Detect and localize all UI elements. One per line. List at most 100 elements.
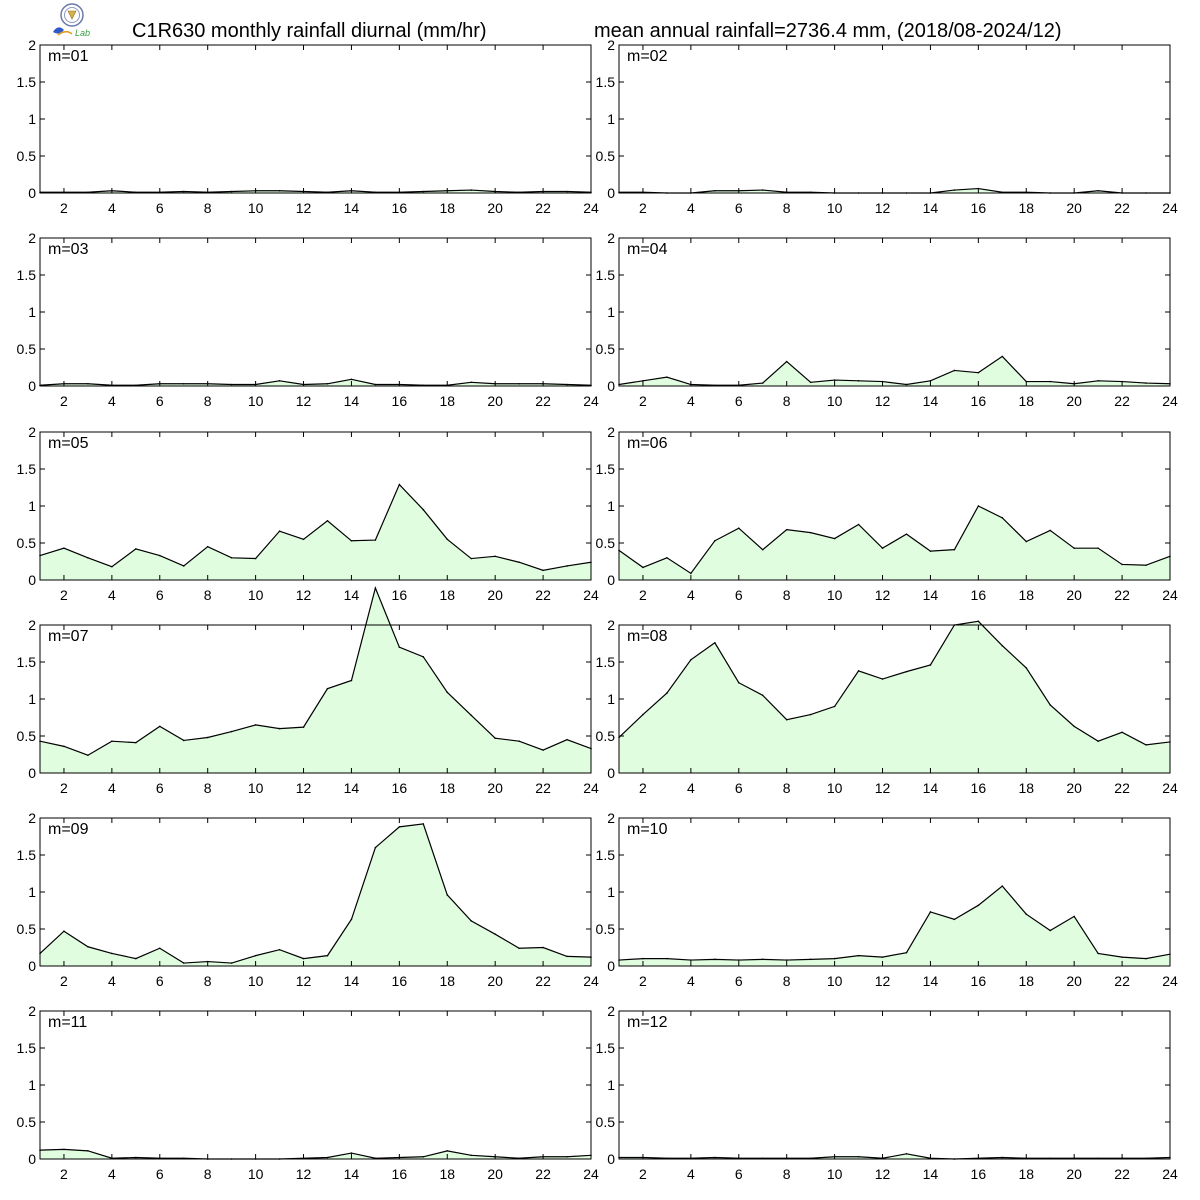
data-point xyxy=(590,561,592,564)
series-line-m=11 xyxy=(39,1148,592,1160)
y-tick-label: 2 xyxy=(607,810,615,826)
data-point xyxy=(111,740,113,742)
x-tick-label: 14 xyxy=(344,1166,360,1182)
x-tick-label: 14 xyxy=(923,200,939,216)
x-tick-label: 2 xyxy=(639,780,647,796)
x-tick-label: 4 xyxy=(108,973,116,989)
data-point xyxy=(666,1157,668,1160)
y-tick-label: 0.5 xyxy=(596,148,616,164)
data-point xyxy=(1001,644,1004,647)
series-line-m=09 xyxy=(39,823,592,964)
data-point xyxy=(1121,956,1123,958)
panel-m=12: 00.511.522 4 6 8 10 12 14 16 18 20 22 24m=12 xyxy=(596,1003,1178,1182)
data-point xyxy=(714,641,716,644)
data-point xyxy=(666,692,668,694)
x-tick-label: 24 xyxy=(1162,1166,1178,1182)
data-point xyxy=(737,959,740,961)
data-point xyxy=(470,189,473,191)
x-tick-label: 8 xyxy=(783,973,791,989)
x-tick-label: 18 xyxy=(439,587,455,603)
data-point xyxy=(39,1149,41,1151)
data-point xyxy=(929,911,932,913)
data-point xyxy=(518,382,520,385)
y-tick-label: 0.5 xyxy=(17,921,37,937)
data-point xyxy=(1145,382,1147,384)
y-tick-label: 1 xyxy=(607,111,615,127)
data-point xyxy=(63,745,65,748)
data-point xyxy=(87,382,89,385)
x-tick-label: 24 xyxy=(1162,780,1178,796)
y-tick-label: 1 xyxy=(607,498,615,514)
data-point xyxy=(111,952,113,955)
data-point xyxy=(230,962,233,964)
data-point xyxy=(470,920,473,922)
plot-frame xyxy=(39,237,592,387)
x-tick-label: 6 xyxy=(735,393,743,409)
series-line-m=03 xyxy=(39,378,592,386)
x-tick-label: 24 xyxy=(1162,200,1178,216)
series-line-m=04 xyxy=(618,355,1171,386)
x-tick-label: 8 xyxy=(783,780,791,796)
y-tick-label: 1 xyxy=(607,1077,615,1093)
data-point xyxy=(182,382,185,385)
area-fill-m=07 xyxy=(40,588,591,773)
data-point xyxy=(446,894,449,896)
data-point xyxy=(182,190,185,193)
x-tick-label: 10 xyxy=(248,780,264,796)
x-tick-label: 18 xyxy=(1018,1166,1034,1182)
y-tick-label: 2 xyxy=(607,617,615,633)
x-tick-label: 8 xyxy=(204,200,212,216)
y-tick-label: 1 xyxy=(607,884,615,900)
x-tick-label: 18 xyxy=(439,780,455,796)
data-point xyxy=(63,930,65,933)
x-tick-label: 18 xyxy=(1018,393,1034,409)
data-point xyxy=(905,383,908,386)
data-point xyxy=(833,537,836,540)
x-tick-label: 6 xyxy=(735,1166,743,1182)
data-point xyxy=(302,957,305,960)
data-point xyxy=(714,189,716,192)
x-tick-label: 8 xyxy=(204,393,212,409)
x-tick-label: 2 xyxy=(60,973,68,989)
x-tick-label: 12 xyxy=(875,1166,891,1182)
data-point xyxy=(690,658,692,661)
data-point xyxy=(1049,380,1052,383)
data-point xyxy=(857,1155,860,1158)
x-tick-label: 2 xyxy=(639,973,647,989)
x-tick-label: 6 xyxy=(156,393,164,409)
data-point xyxy=(494,737,496,740)
x-tick-label: 4 xyxy=(687,393,695,409)
y-tick-label: 0 xyxy=(607,572,615,588)
y-tick-label: 1.5 xyxy=(17,1040,37,1056)
data-point xyxy=(1121,563,1123,566)
data-point xyxy=(1049,192,1052,194)
data-point xyxy=(737,681,740,684)
x-tick-label: 8 xyxy=(783,587,791,603)
y-tick-label: 1.5 xyxy=(17,74,37,90)
data-point xyxy=(87,1150,89,1152)
data-point xyxy=(857,670,860,672)
data-point xyxy=(1145,564,1147,566)
x-tick-label: 24 xyxy=(1162,393,1178,409)
panel-label: m=10 xyxy=(627,821,668,838)
data-point xyxy=(87,945,89,948)
x-tick-label: 10 xyxy=(248,587,264,603)
data-point xyxy=(1001,355,1004,358)
panel-label: m=01 xyxy=(48,48,89,65)
panel-m=03: 00.511.522 4 6 8 10 12 14 16 18 20 22 24m=03 xyxy=(17,230,599,409)
data-point xyxy=(642,566,644,569)
data-point xyxy=(566,955,568,958)
data-point xyxy=(182,739,185,742)
data-point xyxy=(470,381,473,384)
y-tick-label: 0.5 xyxy=(17,535,37,551)
data-point xyxy=(350,679,353,682)
area-fill-m=10 xyxy=(619,886,1170,966)
x-tick-label: 20 xyxy=(1066,780,1082,796)
data-point xyxy=(374,539,377,541)
data-point xyxy=(350,539,353,542)
data-point xyxy=(809,191,812,194)
x-tick-label: 4 xyxy=(108,1166,116,1182)
x-tick-label: 4 xyxy=(687,587,695,603)
panel-label: m=06 xyxy=(627,435,668,452)
data-point xyxy=(1049,704,1052,706)
